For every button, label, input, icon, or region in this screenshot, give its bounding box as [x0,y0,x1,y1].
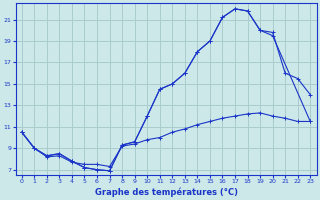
X-axis label: Graphe des températures (°C): Graphe des températures (°C) [94,187,237,197]
